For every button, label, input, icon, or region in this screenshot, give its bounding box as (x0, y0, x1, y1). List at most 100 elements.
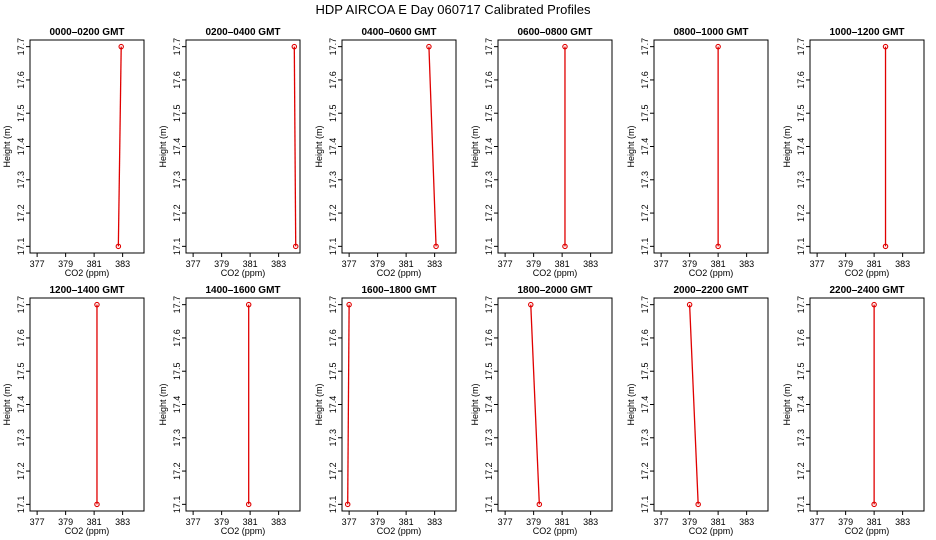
profile-line (530, 304, 540, 505)
x-tick-label: 379 (682, 259, 697, 269)
panel-title: 2200–2400 GMT (829, 285, 904, 296)
panel-title: 0000–0200 GMT (49, 27, 124, 38)
y-tick-label: 17.4 (328, 138, 338, 156)
y-tick-label: 17.1 (16, 496, 26, 514)
y-tick-label: 17.4 (328, 396, 338, 414)
y-tick-label: 17.4 (172, 138, 182, 156)
x-tick-label: 381 (555, 259, 570, 269)
x-tick-label: 383 (271, 259, 286, 269)
y-tick-label: 17.7 (484, 296, 494, 314)
y-tick-label: 17.3 (328, 171, 338, 189)
x-tick-label: 379 (370, 517, 385, 527)
x-axis-label: CO2 (ppm) (533, 526, 578, 536)
y-tick-label: 17.2 (172, 462, 182, 480)
profile-panel-6: 1000–1200 GMT 377 379 381 383 17.1 17.2 17.3 17.… (782, 27, 925, 278)
x-tick-label: 383 (739, 259, 754, 269)
y-tick-label: 17.1 (484, 238, 494, 256)
y-tick-label: 17.7 (796, 38, 806, 56)
x-tick-label: 379 (526, 259, 541, 269)
plot-frame (497, 39, 613, 254)
y-tick-label: 17.6 (796, 71, 806, 89)
y-tick-label: 17.4 (484, 396, 494, 414)
y-tick-label: 17.5 (640, 362, 650, 380)
x-tick-label: 377 (654, 259, 669, 269)
profile-line (347, 304, 350, 505)
y-tick-label: 17.3 (796, 171, 806, 189)
y-tick-label: 17.1 (796, 496, 806, 514)
figure-title: HDP AIRCOA E Day 060717 Calibrated Profi… (315, 2, 591, 17)
profile-point (433, 243, 439, 250)
x-tick-label: 379 (370, 259, 385, 269)
profile-panel-2: 0200–0400 GMT 377 379 381 383 17.1 17.2 17.3 17.… (158, 27, 301, 278)
y-tick-label: 17.2 (796, 204, 806, 222)
profile-point (94, 301, 100, 308)
x-tick-label: 377 (186, 259, 201, 269)
x-tick-label: 379 (214, 259, 229, 269)
panel-title: 0800–1000 GMT (673, 27, 748, 38)
panel-title: 1000–1200 GMT (829, 27, 904, 38)
x-tick-label: 383 (115, 517, 130, 527)
profile-point (536, 501, 543, 508)
y-tick-label: 17.3 (16, 171, 26, 189)
profile-panel-3: 0400–0600 GMT 377 379 381 383 17.1 17.2 17.3 17.… (314, 27, 457, 278)
y-tick-label: 17.3 (172, 429, 182, 447)
y-tick-label: 17.4 (16, 396, 26, 414)
panel-grid: 0000–0200 GMT 377 379 381 383 17.1 17.2 17.3 17.… (2, 27, 925, 536)
x-tick-label: 381 (399, 517, 414, 527)
x-tick-label: 379 (682, 517, 697, 527)
profile-point (426, 43, 432, 50)
y-tick-label: 17.4 (640, 396, 650, 414)
y-axis-label: Height (m) (2, 383, 12, 425)
y-tick-label: 17.2 (484, 462, 494, 480)
y-axis-label: Height (m) (2, 125, 12, 167)
profile-point (882, 43, 889, 50)
x-tick-label: 379 (838, 259, 853, 269)
plot-frame (809, 39, 925, 254)
plot-frame (653, 39, 769, 254)
plot-frame (29, 39, 145, 254)
x-tick-label: 377 (30, 259, 45, 269)
y-tick-label: 17.4 (484, 138, 494, 156)
panel-title: 0400–0600 GMT (361, 27, 436, 38)
profile-point (882, 243, 889, 250)
x-tick-label: 379 (214, 517, 229, 527)
profile-point (346, 301, 352, 308)
profile-panel-11: 2000–2200 GMT 377 379 381 383 17.1 17.2 17.3 17.… (626, 285, 769, 536)
profile-point (715, 243, 721, 250)
y-axis-label: Height (m) (314, 125, 324, 167)
x-tick-label: 377 (810, 517, 825, 527)
panel-title: 0600–0800 GMT (517, 27, 592, 38)
y-tick-label: 17.5 (328, 362, 338, 380)
x-tick-label: 383 (271, 517, 286, 527)
y-tick-label: 17.7 (172, 38, 182, 56)
y-tick-label: 17.7 (484, 38, 494, 56)
profile-panel-10: 1800–2000 GMT 377 379 381 383 17.1 17.2 17.3 17.… (470, 285, 613, 536)
y-tick-label: 17.3 (172, 171, 182, 189)
y-tick-label: 17.7 (328, 296, 338, 314)
x-axis-label: CO2 (ppm) (65, 268, 110, 278)
profile-panel-1: 0000–0200 GMT 377 379 381 383 17.1 17.2 17.3 17.… (2, 27, 145, 278)
profile-line (117, 46, 122, 247)
profile-point (115, 243, 122, 250)
y-axis-label: Height (m) (626, 383, 636, 425)
x-tick-label: 383 (427, 517, 442, 527)
panel-title: 1600–1800 GMT (361, 285, 436, 296)
plot-frame (29, 297, 145, 512)
y-tick-label: 17.1 (796, 238, 806, 256)
x-tick-label: 383 (115, 259, 130, 269)
y-tick-label: 17.5 (796, 362, 806, 380)
y-tick-label: 17.6 (328, 329, 338, 347)
x-axis-label: CO2 (ppm) (533, 268, 578, 278)
profile-panel-8: 1400–1600 GMT 377 379 381 383 17.1 17.2 17.3 17.… (158, 285, 301, 536)
profile-panel-4: 0600–0800 GMT 377 379 381 383 17.1 17.2 17.3 17.… (470, 27, 613, 278)
profile-line (688, 304, 699, 505)
panel-title: 1800–2000 GMT (517, 285, 592, 296)
plot-frame (341, 39, 457, 254)
y-tick-label: 17.6 (484, 329, 494, 347)
x-tick-label: 381 (87, 259, 102, 269)
plot-frame (185, 297, 301, 512)
y-tick-label: 17.3 (484, 429, 494, 447)
y-tick-label: 17.2 (16, 462, 26, 480)
x-tick-label: 381 (555, 517, 570, 527)
y-tick-label: 17.3 (16, 429, 26, 447)
